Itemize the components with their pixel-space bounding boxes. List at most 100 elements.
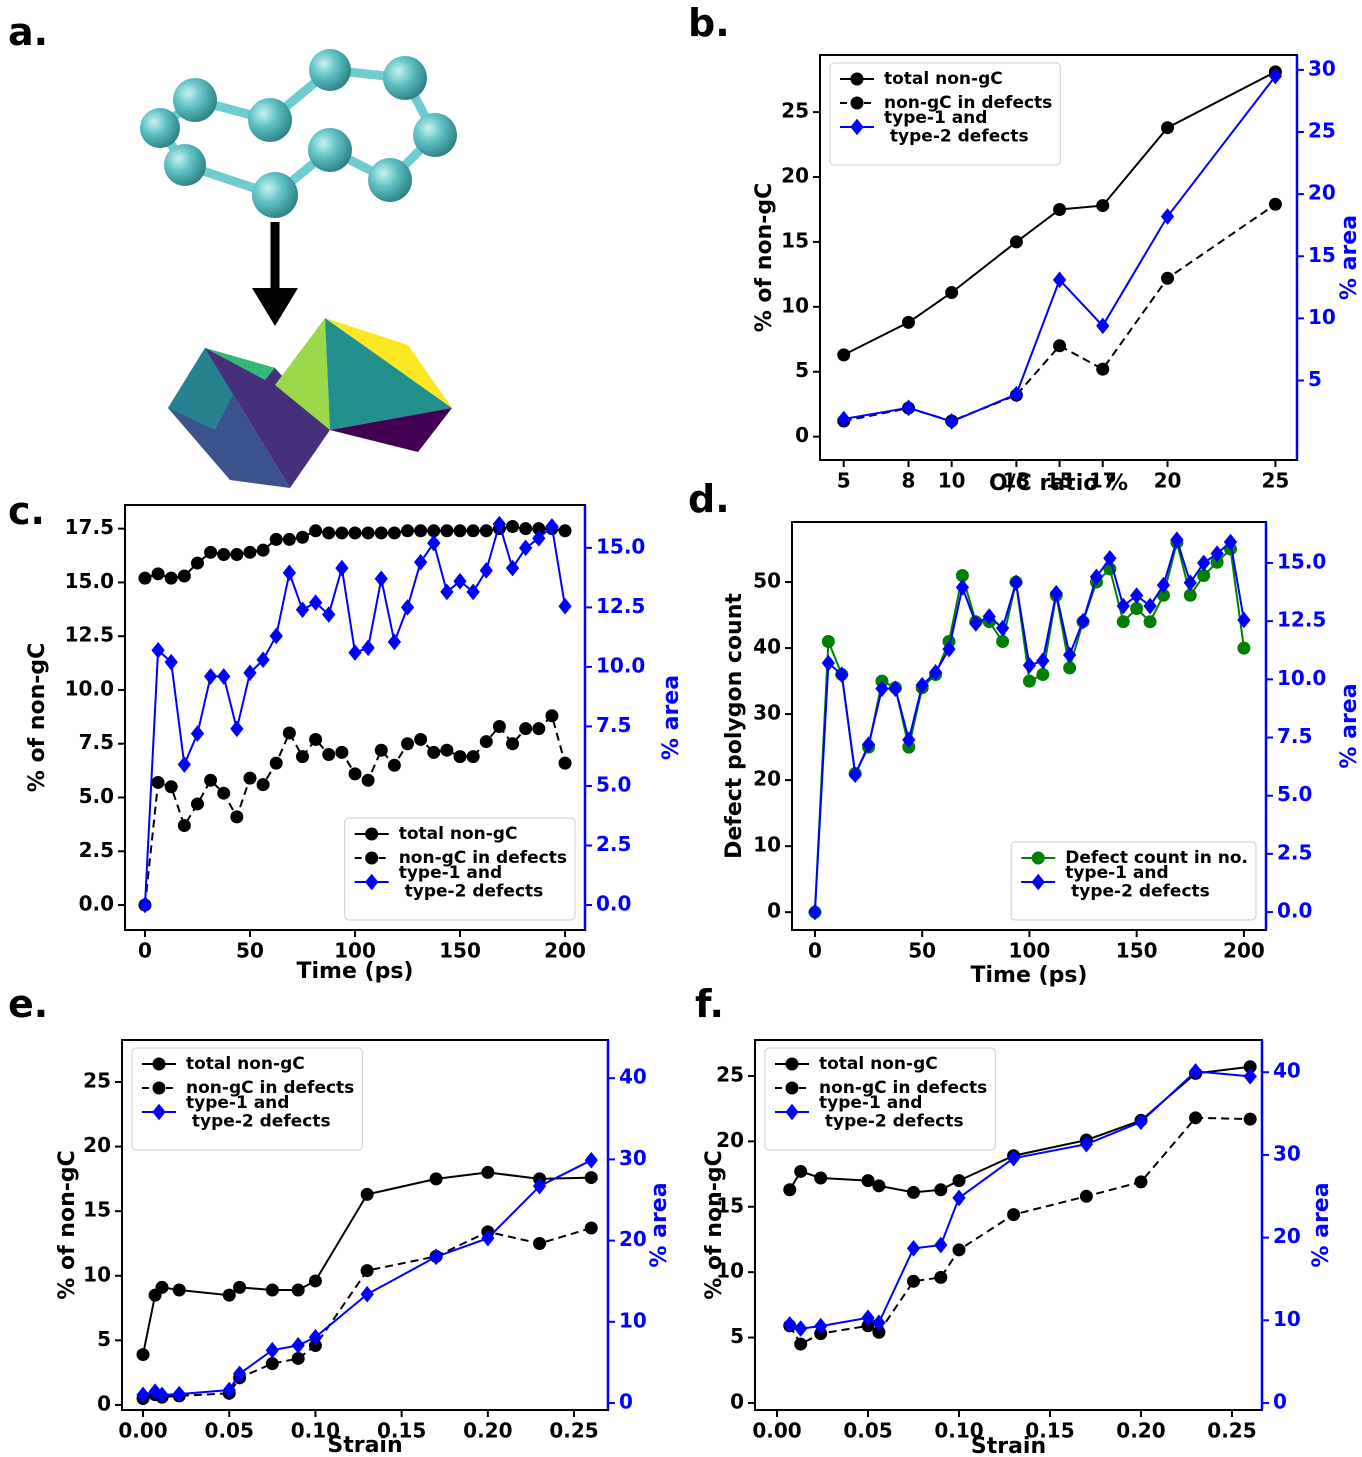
marker [1161, 272, 1173, 284]
x-tick-label: 0.25 [549, 1419, 598, 1443]
panel-label: b. [688, 1, 730, 45]
marker [323, 607, 335, 622]
marker [935, 1271, 947, 1283]
legend-label: total non-gC [399, 824, 518, 844]
y2-tick-label: 15.0 [596, 534, 645, 558]
marker [165, 781, 177, 793]
y2-tick-label: 10.0 [1277, 666, 1326, 690]
x-tick-label: 200 [1223, 939, 1265, 963]
y2-tick-label: 7.5 [1277, 724, 1312, 748]
marker [257, 779, 269, 791]
marker [310, 525, 322, 537]
x-tick-label: 0.20 [463, 1419, 512, 1443]
marker [786, 1082, 798, 1094]
marker [349, 527, 361, 539]
marker [467, 525, 479, 537]
x-tick-label: 0.20 [1116, 1419, 1165, 1443]
marker [362, 640, 374, 655]
marker [292, 1338, 304, 1353]
marker [1023, 658, 1035, 673]
marker [1238, 642, 1250, 654]
y2-tick-label: 2.5 [596, 832, 631, 856]
marker [266, 1284, 278, 1296]
marker [234, 1281, 246, 1293]
marker [585, 1222, 597, 1234]
y2-tick-label: 5.0 [596, 772, 631, 796]
y2-tick-label: 30 [1308, 56, 1336, 80]
marker [336, 561, 348, 576]
y-tick-label: 0 [767, 899, 781, 923]
marker [1097, 363, 1109, 375]
marker [953, 1175, 965, 1187]
marker [178, 570, 190, 582]
marker [296, 602, 308, 617]
x-tick-label: 100 [1009, 939, 1051, 963]
marker [441, 584, 453, 599]
x-axis-label: O/C ratio % [989, 471, 1128, 496]
marker [336, 746, 348, 758]
marker [546, 710, 558, 722]
panel-label: e. [8, 982, 48, 1026]
figure: a. b.58101315172025051015202551015202530… [0, 0, 1362, 1457]
y-axis-label: % of non-gC [55, 1150, 80, 1300]
y-tick-label: 5 [730, 1324, 744, 1348]
x-tick-label: 0.00 [752, 1419, 801, 1443]
marker [822, 656, 834, 671]
marker [283, 565, 295, 580]
y-axis-label: Defect polygon count [722, 593, 747, 859]
y-tick-label: 25 [781, 99, 809, 123]
marker [1198, 569, 1210, 581]
legend-label: total non-gC [186, 1054, 305, 1074]
marker [482, 1166, 494, 1178]
marker [1161, 122, 1173, 134]
x-tick-label: 0.25 [1207, 1419, 1256, 1443]
marker [309, 1275, 321, 1287]
y-axis-label: % of non-gC [25, 643, 50, 793]
marker [795, 1321, 807, 1336]
legend: Defect count in no.type-1 and type-2 def… [1011, 842, 1256, 920]
y-tick-label: 20 [716, 1128, 744, 1152]
marker [559, 757, 571, 769]
marker [1010, 236, 1022, 248]
marker [1117, 616, 1129, 628]
marker [388, 527, 400, 539]
marker [428, 746, 440, 758]
y-tick-label: 15 [83, 1198, 111, 1222]
y2-axis-label: % area [1337, 683, 1362, 768]
marker [908, 1186, 920, 1198]
marker [862, 1175, 874, 1187]
marker [310, 733, 322, 745]
x-tick-label: 150 [1116, 939, 1158, 963]
y2-tick-label: 10 [1308, 305, 1336, 329]
marker [205, 546, 217, 558]
marker [362, 527, 374, 539]
y2-tick-label: 0 [619, 1390, 633, 1414]
marker [1190, 1112, 1202, 1124]
y-tick-label: 50 [753, 569, 781, 593]
y-tick-label: 12.5 [65, 623, 114, 647]
marker [480, 525, 492, 537]
y-tick-label: 2.5 [79, 838, 114, 862]
x-tick-label: 10 [938, 469, 966, 493]
x-tick-label: 5 [837, 469, 851, 493]
marker [902, 400, 914, 415]
y2-tick-label: 25 [1308, 119, 1336, 143]
y-tick-label: 10 [753, 833, 781, 857]
x-tick-label: 0.05 [205, 1419, 254, 1443]
marker [402, 525, 414, 537]
marker [152, 643, 164, 658]
marker [231, 548, 243, 560]
marker [559, 525, 571, 537]
marker [1184, 589, 1196, 601]
y2-tick-label: 0.0 [596, 892, 631, 916]
marker [795, 1338, 807, 1350]
marker [152, 568, 164, 580]
marker [292, 1284, 304, 1296]
marker [467, 751, 479, 763]
y2-axis-label: % area [1309, 1182, 1334, 1267]
y2-axis-label: % area [659, 675, 684, 760]
marker [323, 527, 335, 539]
marker [310, 595, 322, 610]
y2-tick-label: 30 [619, 1146, 647, 1170]
